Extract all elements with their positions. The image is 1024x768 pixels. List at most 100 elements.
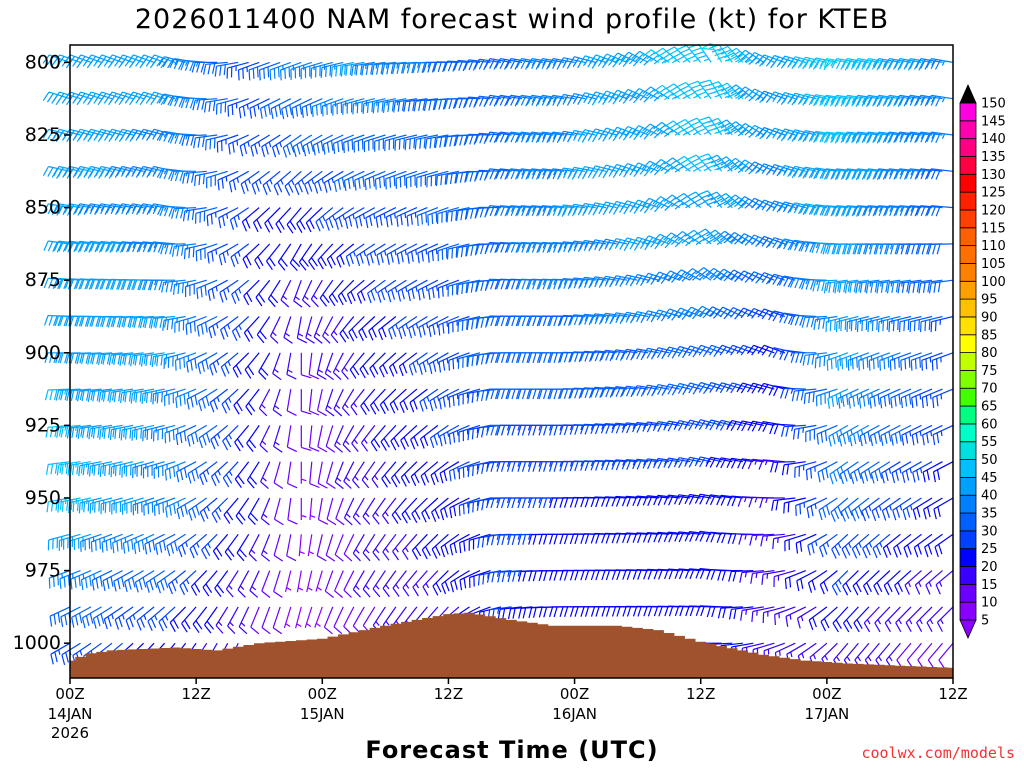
wind-barb: [150, 315, 176, 329]
wind-barb: [401, 497, 418, 524]
wind-barb: [893, 533, 912, 558]
wind-barb: [915, 131, 943, 144]
wind-barb: [432, 570, 449, 596]
wind-barb: [935, 570, 954, 595]
wind-barb: [527, 241, 554, 254]
wind-barb: [458, 497, 481, 516]
wind-barb: [751, 606, 775, 622]
wind-barb: [684, 419, 712, 431]
wind-barb: [352, 570, 365, 598]
colorbar-segment: [959, 494, 977, 514]
wind-barb: [259, 98, 281, 119]
wind-barb: [258, 388, 271, 417]
wind-barb: [901, 424, 922, 446]
wind-barb: [505, 94, 533, 107]
wind-barb: [817, 461, 838, 483]
wind-barb: [344, 207, 365, 229]
wind-barb: [367, 279, 386, 304]
wind-barb: [343, 134, 365, 154]
wind-barb: [361, 61, 386, 76]
wind-barb: [356, 279, 376, 304]
wind-barb: [121, 461, 144, 478]
wind-barb: [270, 98, 292, 120]
wind-barb: [873, 131, 901, 144]
wind-barb: [474, 169, 502, 181]
wind-barb: [275, 207, 292, 234]
wind-barb: [727, 84, 754, 100]
wind-barb: [852, 168, 880, 181]
wind-barb: [266, 243, 281, 271]
wind-barb: [449, 497, 470, 519]
wind-barb: [164, 424, 186, 444]
wind-barb: [580, 423, 607, 435]
wind-barb: [105, 165, 134, 178]
wind-barb: [234, 461, 250, 488]
wind-barb: [187, 424, 207, 447]
wind-barb: [293, 279, 303, 308]
x-tick-date: 17JAN: [804, 705, 849, 723]
wind-barb: [579, 276, 607, 289]
wind-barb: [321, 98, 344, 117]
wind-barb: [873, 570, 891, 596]
wind-barb: [296, 207, 313, 233]
wind-barb: [249, 98, 270, 119]
wind-barb: [610, 163, 638, 178]
wind-barb: [688, 43, 712, 63]
wind-barb: [237, 61, 260, 81]
wind-barb: [708, 117, 733, 136]
wind-barb: [63, 54, 92, 69]
wind-barb: [687, 117, 712, 136]
wind-barb: [705, 419, 733, 431]
wind-barb: [47, 533, 71, 551]
wind-barb: [558, 278, 586, 290]
wind-barb: [477, 533, 502, 549]
wind-barb: [590, 313, 617, 325]
wind-barb: [663, 494, 691, 506]
wind-barb: [920, 315, 943, 333]
wind-barb: [807, 533, 828, 556]
wind-barb: [727, 47, 754, 64]
wind-barb: [175, 388, 197, 408]
wind-barb: [869, 424, 891, 447]
wind-barb: [495, 241, 523, 254]
wind-barb: [199, 497, 218, 522]
wind-barb: [726, 157, 754, 174]
colorbar-segment: [959, 156, 977, 175]
wind-barb: [222, 461, 239, 488]
wind-barb: [74, 165, 102, 179]
wind-barb: [642, 347, 670, 360]
wind-barb: [527, 168, 554, 180]
wind-barb: [349, 352, 365, 379]
wind-barb: [474, 58, 502, 71]
wind-barb: [310, 279, 323, 308]
wind-barb: [922, 461, 943, 483]
wind-barb: [378, 316, 397, 341]
wind-barb: [165, 497, 186, 518]
wind-barb: [221, 388, 239, 414]
wind-barb: [611, 422, 638, 434]
wind-barb: [49, 606, 71, 627]
colorbar-tick-label: 70: [981, 382, 998, 397]
wind-barb: [450, 570, 470, 593]
terrain-layer: [70, 612, 953, 678]
wind-barb: [443, 60, 470, 72]
wind-barb: [250, 606, 260, 635]
wind-barb: [909, 315, 933, 333]
colorbar-tick-label: 60: [981, 417, 998, 432]
wind-barb: [717, 606, 743, 619]
wind-barb: [301, 98, 323, 118]
wind-barb: [642, 384, 670, 397]
wind-barb: [240, 170, 260, 194]
wind-barb: [67, 461, 92, 476]
wind-barb: [334, 461, 344, 490]
colorbar-segment: [959, 370, 977, 389]
wind-barb: [400, 424, 418, 450]
wind-barb: [98, 388, 123, 403]
colorbar-tick-label: 25: [981, 542, 998, 557]
wind-barb: [694, 456, 722, 468]
wind-barb: [905, 205, 933, 217]
wind-barb: [828, 424, 849, 447]
wind-barb: [901, 461, 922, 483]
wind-barb: [746, 344, 775, 356]
